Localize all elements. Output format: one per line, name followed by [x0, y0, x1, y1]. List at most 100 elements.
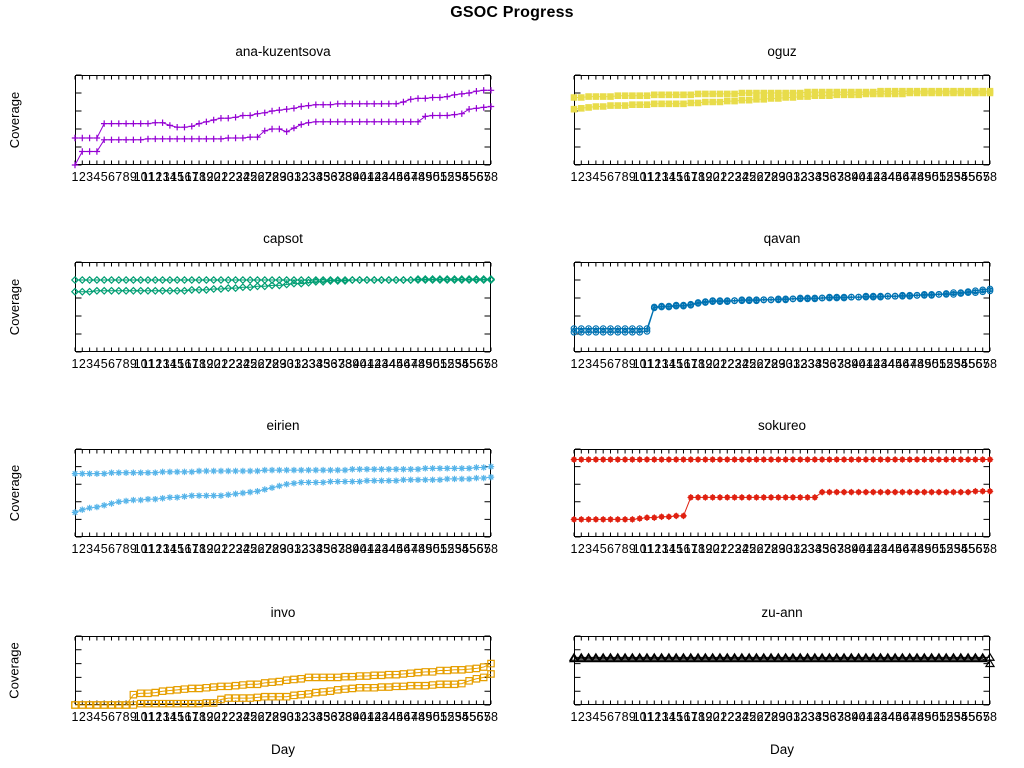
- x-tick-label: 20: [705, 710, 720, 724]
- subplot-title: zu-ann: [761, 605, 803, 620]
- x-tick-label: 10: [632, 542, 647, 556]
- x-tick-label: 19: [199, 542, 214, 556]
- x-tick-label: 13: [654, 357, 669, 371]
- x-tick-label: 37: [330, 542, 345, 556]
- x-tick-label: 29: [272, 710, 287, 724]
- x-tick-label: 29: [272, 357, 287, 371]
- x-tick-label: 31: [286, 170, 301, 184]
- x-tick-label: 24: [235, 170, 250, 184]
- x-tick-label: 55: [462, 710, 477, 724]
- x-tick-label: 8: [122, 170, 130, 184]
- x-tick-label: 28: [265, 710, 279, 724]
- x-tick-label: 24: [734, 542, 749, 556]
- x-tick-label: 41: [858, 542, 873, 556]
- x-tick-label: 17: [184, 710, 199, 724]
- x-tick-label: 14: [661, 710, 676, 724]
- x-tick-label: 52: [440, 170, 455, 184]
- x-tick-label: 51: [931, 357, 946, 371]
- x-tick-label: 54: [454, 357, 469, 371]
- x-tick-label: 38: [338, 357, 352, 371]
- x-tick-label: 8: [122, 357, 130, 371]
- x-tick-label: 17: [683, 542, 698, 556]
- x-tick-label: 9: [628, 170, 636, 184]
- x-tick-label: 22: [221, 542, 236, 556]
- x-tick-label: 11: [640, 542, 654, 556]
- x-tick-label: 26: [250, 542, 265, 556]
- x-tick-label: 14: [661, 170, 676, 184]
- x-tick-label: 16: [676, 542, 691, 556]
- x-tick-label: 21: [214, 542, 228, 556]
- tick-marks: [74, 635, 492, 706]
- x-tick-label: 47: [403, 357, 418, 371]
- x-tick-label: 39: [345, 357, 360, 371]
- x-tick-label: 3: [585, 542, 593, 556]
- x-tick-label: 18: [691, 542, 706, 556]
- x-tick-label: 1: [570, 170, 578, 184]
- series-markers-2: [71, 670, 495, 709]
- x-tick-label: 46: [396, 170, 411, 184]
- x-tick-label: 21: [713, 542, 727, 556]
- x-tick-label: 3: [585, 357, 593, 371]
- x-tick-label: 14: [661, 542, 676, 556]
- x-tick-label: 26: [250, 710, 265, 724]
- series-line-2: [573, 92, 990, 110]
- x-tick-label: 47: [403, 170, 418, 184]
- x-tick-label: 36: [822, 542, 837, 556]
- plot-border: [574, 449, 990, 537]
- x-tick-label: 7: [115, 710, 123, 724]
- x-tick-label: 48: [910, 170, 924, 184]
- x-tick-label: 11: [141, 357, 155, 371]
- x-tick-label: 8: [621, 542, 629, 556]
- x-tick-label: 43: [873, 542, 888, 556]
- x-tick-label: 44: [880, 542, 895, 556]
- x-tick-label: 10: [133, 710, 148, 724]
- x-tick-label: 20: [705, 170, 720, 184]
- x-tick-label: 27: [257, 710, 272, 724]
- x-tick-label: 48: [910, 710, 924, 724]
- x-tick-label: 31: [286, 357, 301, 371]
- x-tick-label: 24: [734, 170, 749, 184]
- x-tick-label: 12: [647, 357, 662, 371]
- x-tick-label: 31: [785, 170, 800, 184]
- x-tick-label: 45: [888, 542, 903, 556]
- x-tick-label: 4: [93, 710, 101, 724]
- series-markers-1: [568, 652, 996, 661]
- x-tick-label: 5: [599, 542, 607, 556]
- series-markers-2: [71, 103, 495, 169]
- x-tick-label: 21: [214, 710, 228, 724]
- x-tick-label: 33: [301, 542, 316, 556]
- x-tick-label: 8: [122, 542, 130, 556]
- x-tick-label: 43: [374, 357, 389, 371]
- x-tick-label: 45: [389, 170, 404, 184]
- x-tick-label: 50: [425, 357, 440, 371]
- x-tick-label: 57: [476, 542, 491, 556]
- x-tick-label: 49: [917, 170, 932, 184]
- x-tick-label: 35: [815, 710, 830, 724]
- x-tick-label: 13: [654, 710, 669, 724]
- x-tick-label: 8: [122, 710, 130, 724]
- x-tick-label: 52: [939, 710, 954, 724]
- x-tick-label: 30: [279, 710, 294, 724]
- x-tick-label: 27: [257, 170, 272, 184]
- x-tick-label: 7: [115, 357, 123, 371]
- x-tick-label: 2: [78, 710, 86, 724]
- x-tick-label: 2: [78, 170, 86, 184]
- series-line-2: [74, 106, 492, 166]
- x-tick-label: 26: [749, 170, 764, 184]
- x-tick-label: 52: [939, 170, 954, 184]
- plot-border: [574, 262, 990, 352]
- x-tick-label: 24: [235, 710, 250, 724]
- x-tick-label: 25: [742, 542, 757, 556]
- x-tick-label: 20: [206, 710, 221, 724]
- x-tick-label: 27: [257, 357, 272, 371]
- x-tick-label: 20: [206, 170, 221, 184]
- x-tick-label: 48: [910, 357, 924, 371]
- x-tick-label: 28: [265, 357, 279, 371]
- x-tick-label: 43: [374, 710, 389, 724]
- x-tick-label: 28: [764, 170, 778, 184]
- x-tick-label: 56: [469, 357, 484, 371]
- series-line-2: [574, 290, 991, 333]
- x-tick-label: 14: [162, 542, 177, 556]
- x-tick-label: 4: [592, 357, 600, 371]
- x-tick-label: 39: [844, 710, 859, 724]
